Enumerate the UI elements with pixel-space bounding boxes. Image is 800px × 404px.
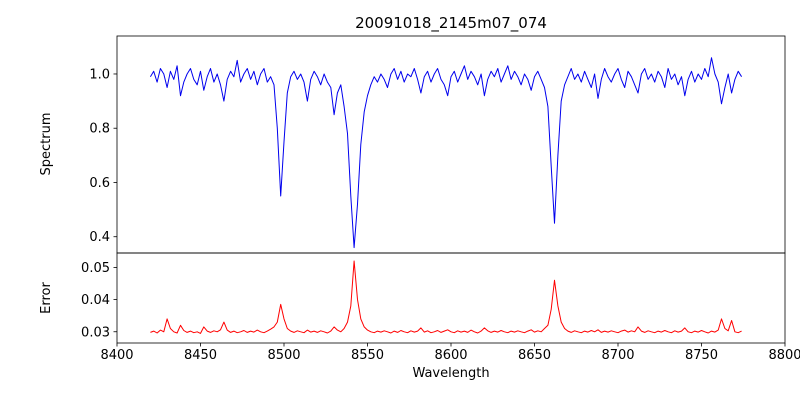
- x-tick-label: 8500: [267, 348, 300, 363]
- y-axis-label-spectrum: Spectrum: [39, 113, 54, 176]
- axes-spine: [116, 35, 786, 254]
- y-tick-label: 0.8: [89, 122, 110, 137]
- y-tick-label: 0.04: [81, 293, 110, 308]
- y-axis-label-error: Error: [39, 282, 54, 314]
- x-tick-label: 8400: [100, 348, 133, 363]
- x-tick-label: 8650: [518, 348, 551, 363]
- y-tick-label: 0.4: [89, 230, 110, 245]
- x-tick-label: 8550: [351, 348, 384, 363]
- error-line: [150, 260, 742, 334]
- x-axis-label: Wavelength: [412, 366, 489, 381]
- plot-panels: 0.4 0.6 0.8 1.0 0.03 0.04 0.05 8400 8450 8500 8550…: [81, 35, 800, 363]
- y-tick-label: 0.05: [81, 261, 110, 276]
- x-tick-label: 8700: [601, 348, 634, 363]
- y-tick-label: 1.0: [89, 67, 110, 82]
- x-tick-label: 8450: [184, 348, 217, 363]
- x-tick-label: 8800: [768, 348, 800, 363]
- y-tick-label: 0.6: [89, 176, 110, 191]
- x-tick-label: 8750: [685, 348, 718, 363]
- chart-title: 20091018_2145m07_074: [355, 14, 547, 33]
- spectrum-line: [149, 57, 743, 249]
- axes-spine: [116, 252, 786, 344]
- y-tick-label: 0.03: [81, 325, 110, 340]
- x-tick-label: 8600: [434, 348, 467, 363]
